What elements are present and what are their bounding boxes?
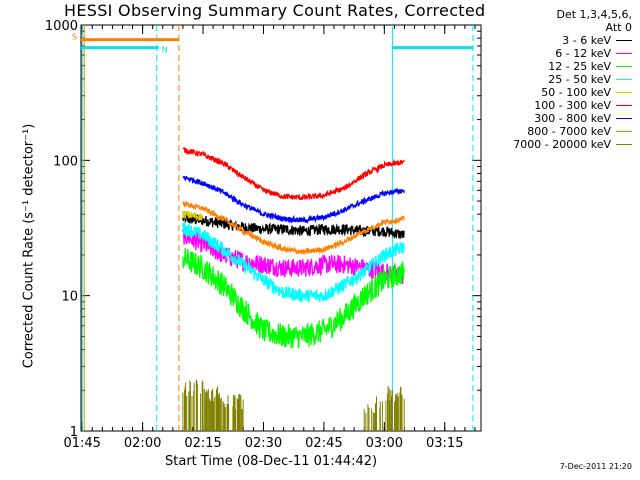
x-tick-label: 02:00	[124, 436, 161, 451]
legend-swatch	[616, 79, 632, 80]
flag-label: N	[162, 46, 168, 55]
y-tick-label: 100	[53, 154, 78, 169]
x-tick-label: 02:15	[184, 436, 221, 451]
legend-entry: 7000 - 20000 keV	[486, 138, 632, 151]
series-line	[182, 147, 405, 201]
legend-entry-label: 12 - 25 keV	[548, 60, 611, 73]
chart-title: HESSI Observing Summary Count Rates, Cor…	[64, 1, 486, 20]
legend-entry-label: 3 - 6 keV	[562, 34, 611, 47]
legend-entry-label: 100 - 300 keV	[534, 99, 611, 112]
legend-header-line-2: Att 0	[605, 21, 632, 34]
legend-entry-label: 7000 - 20000 keV	[513, 138, 611, 151]
legend-entry-label: 300 - 800 keV	[534, 112, 611, 125]
legend-entry-label: 50 - 100 keV	[541, 86, 611, 99]
series-line	[182, 247, 405, 349]
legend-entry: 50 - 100 keV	[486, 86, 632, 99]
legend-entry-label: 6 - 12 keV	[555, 47, 611, 60]
legend-header-line-1: Det 1,3,4,5,6,	[556, 8, 632, 21]
y-tick-label: 1000	[45, 19, 78, 34]
legend-entry: 3 - 6 keV	[486, 34, 632, 47]
legend-entry: 300 - 800 keV	[486, 112, 632, 125]
y-axis-label: Corrected Count Rate (s⁻¹ detector⁻¹)	[21, 123, 37, 369]
legend-entry-label: 25 - 50 keV	[548, 73, 611, 86]
legend-swatch	[616, 53, 632, 54]
x-tick-label: 03:15	[426, 436, 463, 451]
legend-entry-label: 800 - 7000 keV	[527, 125, 611, 138]
plot-frame	[80, 24, 482, 432]
plot-date-footer: 7-Dec-2011 21:20	[559, 462, 632, 471]
series-line	[182, 210, 204, 221]
legend-entry: 25 - 50 keV	[486, 73, 632, 86]
legend-swatch	[616, 131, 632, 132]
series-line	[182, 200, 405, 256]
series-line	[182, 379, 405, 431]
legend-swatch	[616, 92, 632, 93]
y-tick-label: 10	[61, 290, 78, 305]
legend-swatch	[616, 144, 632, 145]
legend-entry: 800 - 7000 keV	[486, 125, 632, 138]
y-tick-label: 1	[70, 425, 78, 440]
x-tick-label: 03:00	[366, 436, 403, 451]
series-line	[182, 221, 405, 303]
legend-entry: 12 - 25 keV	[486, 60, 632, 73]
flag-label: S	[72, 33, 77, 42]
legend-swatch	[616, 66, 632, 67]
x-axis-label: Start Time (08-Dec-11 01:44:42)	[165, 454, 378, 469]
legend-swatch	[616, 40, 632, 41]
legend-swatch	[616, 105, 632, 106]
legend-swatch	[616, 118, 632, 119]
x-tick-label: 01:45	[63, 436, 100, 451]
legend-entry: 100 - 300 keV	[486, 99, 632, 112]
x-tick-label: 02:45	[305, 436, 342, 451]
series-line	[182, 226, 405, 285]
legend-entries: 3 - 6 keV 6 - 12 keV 12 - 25 keV 25 - 50 ke…	[486, 34, 632, 151]
legend: Det 1,3,4,5,6, Att 0 3 - 6 keV 6 - 12 keV…	[486, 8, 632, 151]
x-tick-label: 02:30	[245, 436, 282, 451]
series-line	[182, 175, 405, 225]
legend-entry: 6 - 12 keV	[486, 47, 632, 60]
